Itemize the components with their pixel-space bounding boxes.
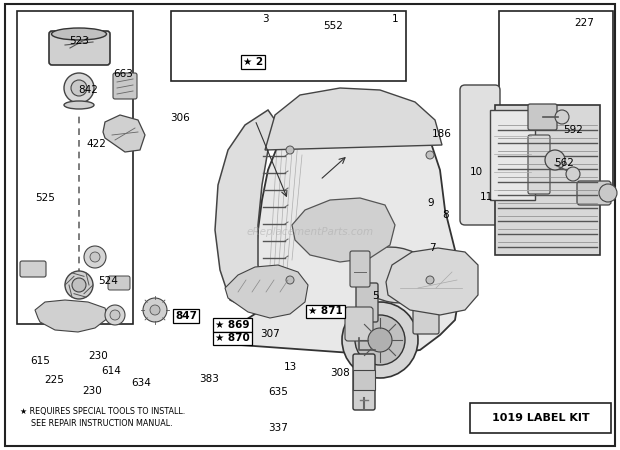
Polygon shape	[225, 265, 308, 318]
Bar	[490, 110, 535, 200]
Text: 5: 5	[372, 291, 378, 301]
Circle shape	[545, 150, 565, 170]
Circle shape	[286, 146, 294, 154]
Circle shape	[105, 305, 125, 325]
FancyBboxPatch shape	[353, 370, 375, 390]
Text: 186: 186	[432, 129, 451, 139]
Text: ★ 871: ★ 871	[308, 306, 343, 316]
Text: 592: 592	[564, 125, 583, 135]
Text: 614: 614	[102, 366, 122, 376]
Bar	[495, 105, 600, 255]
Text: 11: 11	[480, 192, 494, 202]
Text: 525: 525	[35, 193, 55, 203]
Text: 1019 LABEL KIT: 1019 LABEL KIT	[492, 413, 589, 423]
Text: 552: 552	[324, 21, 343, 31]
Text: ★ REQUIRES SPECIAL TOOLS TO INSTALL.: ★ REQUIRES SPECIAL TOOLS TO INSTALL.	[20, 407, 185, 416]
Circle shape	[426, 151, 434, 159]
FancyBboxPatch shape	[345, 307, 373, 341]
Bar	[17, 11, 133, 324]
Text: ★ 2: ★ 2	[243, 57, 263, 67]
Text: 308: 308	[330, 368, 350, 378]
FancyBboxPatch shape	[49, 31, 110, 65]
FancyBboxPatch shape	[108, 276, 130, 290]
Circle shape	[599, 184, 617, 202]
Polygon shape	[292, 198, 395, 262]
Circle shape	[65, 271, 93, 299]
Text: 13: 13	[283, 362, 297, 372]
Polygon shape	[386, 248, 478, 315]
Circle shape	[368, 328, 392, 352]
FancyBboxPatch shape	[577, 181, 611, 205]
Text: 225: 225	[45, 375, 64, 385]
Text: 847: 847	[175, 311, 197, 321]
Polygon shape	[230, 100, 460, 355]
Circle shape	[90, 252, 100, 262]
Text: 230: 230	[82, 386, 102, 396]
Circle shape	[355, 315, 405, 365]
Circle shape	[64, 73, 94, 103]
Text: 1: 1	[392, 14, 399, 24]
Circle shape	[71, 80, 87, 96]
FancyBboxPatch shape	[528, 104, 557, 130]
Circle shape	[342, 302, 418, 378]
Text: 3: 3	[262, 14, 268, 24]
Circle shape	[150, 305, 160, 315]
Text: eReplacementParts.com: eReplacementParts.com	[246, 227, 374, 237]
FancyBboxPatch shape	[356, 283, 378, 322]
Bar	[499, 11, 613, 191]
Text: 337: 337	[268, 423, 288, 433]
Text: 634: 634	[131, 378, 151, 388]
Circle shape	[110, 310, 120, 320]
Text: 635: 635	[268, 387, 288, 397]
Text: 230: 230	[88, 351, 108, 361]
Circle shape	[286, 276, 294, 284]
Circle shape	[143, 298, 167, 322]
FancyBboxPatch shape	[20, 261, 46, 277]
Text: 307: 307	[260, 329, 280, 339]
FancyBboxPatch shape	[413, 302, 439, 334]
Polygon shape	[35, 300, 108, 332]
Text: ★ 870: ★ 870	[215, 333, 250, 343]
Text: 383: 383	[200, 374, 219, 384]
Text: 9: 9	[428, 198, 434, 208]
Text: 842: 842	[78, 85, 98, 95]
Circle shape	[84, 246, 106, 268]
Text: 306: 306	[170, 113, 190, 123]
FancyBboxPatch shape	[528, 135, 550, 194]
Circle shape	[426, 276, 434, 284]
FancyBboxPatch shape	[350, 251, 370, 287]
Text: ★ 869: ★ 869	[215, 320, 250, 330]
Polygon shape	[215, 110, 275, 312]
FancyBboxPatch shape	[353, 354, 375, 410]
Ellipse shape	[51, 28, 107, 40]
Text: 7: 7	[430, 243, 436, 253]
Circle shape	[72, 278, 86, 292]
FancyBboxPatch shape	[460, 85, 500, 225]
Bar	[170, 11, 406, 81]
Bar	[470, 403, 611, 433]
Text: 10: 10	[469, 167, 483, 177]
Text: 523: 523	[69, 36, 89, 46]
Text: 227: 227	[574, 18, 594, 28]
Circle shape	[566, 167, 580, 181]
FancyBboxPatch shape	[113, 73, 137, 99]
Ellipse shape	[355, 247, 435, 303]
Text: 524: 524	[99, 276, 118, 286]
Polygon shape	[265, 88, 442, 150]
Ellipse shape	[64, 101, 94, 109]
Text: 8: 8	[442, 210, 448, 220]
Text: SEE REPAIR INSTRUCTION MANUAL.: SEE REPAIR INSTRUCTION MANUAL.	[31, 419, 172, 428]
Text: 422: 422	[86, 139, 106, 149]
Text: 615: 615	[30, 356, 50, 366]
Circle shape	[555, 110, 569, 124]
Polygon shape	[103, 115, 145, 152]
Text: 562: 562	[554, 158, 574, 168]
Text: 663: 663	[113, 69, 133, 79]
